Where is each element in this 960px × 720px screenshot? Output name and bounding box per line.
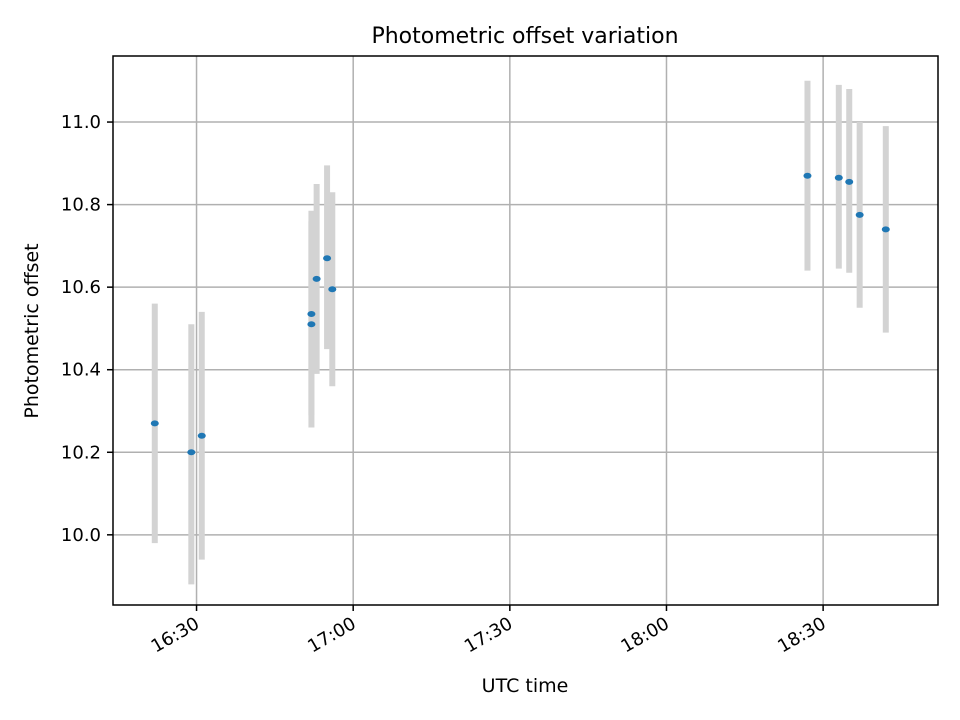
data-point bbox=[197, 432, 206, 439]
data-point bbox=[323, 255, 332, 262]
y-axis-label: Photometric offset bbox=[21, 243, 43, 418]
data-point bbox=[803, 172, 812, 179]
x-tick-label: 17:30 bbox=[461, 613, 516, 657]
data-point bbox=[307, 310, 316, 317]
y-tick-label: 10.4 bbox=[61, 360, 101, 381]
data-point bbox=[328, 286, 337, 293]
data-point bbox=[855, 211, 864, 218]
data-point bbox=[881, 226, 890, 233]
x-axis-label: UTC time bbox=[482, 675, 569, 697]
data-points bbox=[150, 172, 890, 456]
x-axis-ticks: 16:30 17:00 17:30 18:00 18:30 bbox=[148, 605, 830, 657]
y-tick-label: 10.0 bbox=[61, 525, 101, 546]
x-tick-label: 18:30 bbox=[774, 613, 829, 657]
x-tick-label: 16:30 bbox=[148, 613, 203, 657]
chart-title: Photometric offset variation bbox=[371, 24, 678, 49]
x-tick-label: 18:00 bbox=[618, 613, 673, 657]
plot-frame bbox=[112, 55, 939, 606]
data-point bbox=[187, 449, 196, 456]
y-tick-label: 10.8 bbox=[61, 195, 101, 216]
data-point bbox=[307, 321, 316, 328]
grid bbox=[113, 56, 938, 605]
y-tick-label: 11.0 bbox=[61, 112, 101, 133]
y-tick-label: 10.6 bbox=[61, 277, 101, 298]
error-bars bbox=[151, 80, 889, 585]
data-point bbox=[845, 178, 854, 185]
data-point bbox=[312, 275, 321, 282]
data-point bbox=[834, 174, 843, 181]
x-tick-label: 17:00 bbox=[304, 613, 359, 657]
data-point bbox=[150, 420, 159, 427]
y-tick-label: 10.2 bbox=[61, 442, 101, 463]
y-axis-ticks: 10.0 10.2 10.4 10.6 10.8 11.0 bbox=[61, 112, 113, 546]
